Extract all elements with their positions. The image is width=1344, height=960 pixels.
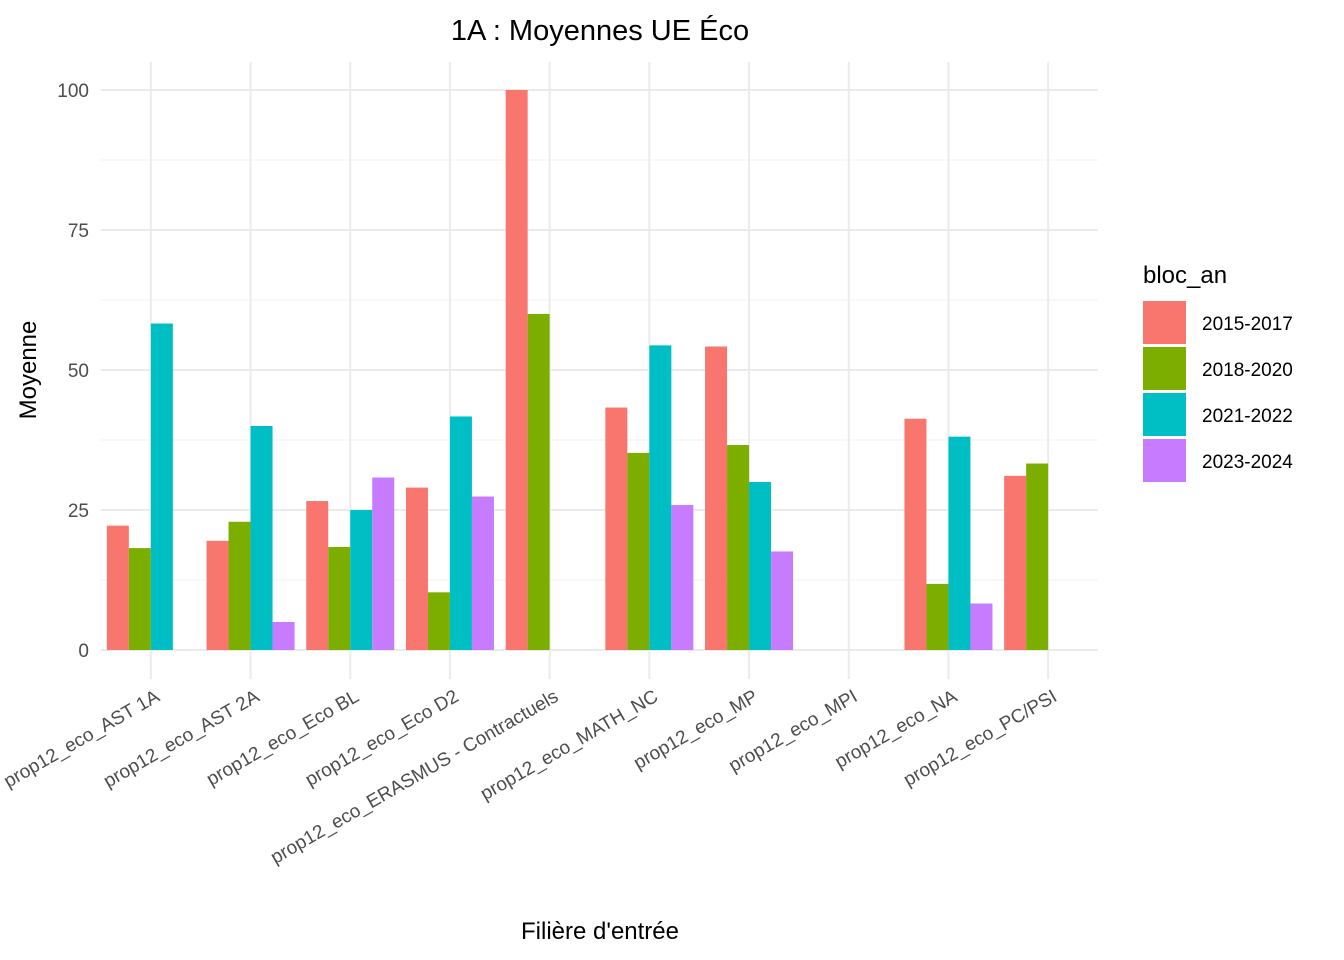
y-tick-label: 0 <box>78 641 89 662</box>
legend: bloc_an 2015-2017 2018-2020 2021-2022 2023-… <box>1143 262 1293 482</box>
chart-title: 1A : Moyennes UE Éco <box>451 14 749 47</box>
bar <box>372 477 395 650</box>
bar <box>272 622 295 650</box>
x-tick-label: prop12_eco_AST 1A <box>0 686 163 792</box>
legend-label: 2021-2022 <box>1202 406 1293 427</box>
bar <box>727 445 750 650</box>
legend-key <box>1143 301 1186 344</box>
y-tick-label: 25 <box>68 501 89 522</box>
bar <box>405 487 428 650</box>
bar <box>948 436 971 650</box>
legend-key <box>1143 439 1186 482</box>
bar <box>527 314 550 650</box>
legend-title: bloc_an <box>1143 262 1227 289</box>
bar <box>605 407 628 650</box>
bar <box>627 452 650 650</box>
bar <box>671 504 694 650</box>
legend-label: 2015-2017 <box>1202 314 1293 335</box>
y-tick-label: 50 <box>68 361 89 382</box>
y-axis-ticks: 0 25 50 75 100 <box>57 81 89 662</box>
bar <box>128 548 151 650</box>
bar <box>150 323 173 650</box>
y-axis-title: Moyenne <box>15 321 42 420</box>
legend-label: 2018-2020 <box>1202 360 1293 381</box>
y-tick-label: 75 <box>68 221 89 242</box>
bar <box>926 583 949 650</box>
bar <box>649 345 672 650</box>
bars <box>106 90 1049 650</box>
bar <box>505 90 528 650</box>
bar <box>250 426 273 650</box>
bar <box>749 482 772 650</box>
bar <box>471 496 494 650</box>
y-tick-label: 100 <box>57 81 89 102</box>
bar <box>328 546 351 650</box>
bar <box>705 346 728 650</box>
bar <box>1004 475 1027 650</box>
legend-key <box>1143 393 1186 436</box>
x-axis-title: Filière d'entrée <box>521 918 679 945</box>
bar <box>106 525 129 650</box>
bar <box>306 501 329 650</box>
bar <box>449 416 472 650</box>
legend-key <box>1143 347 1186 390</box>
bar <box>206 540 229 650</box>
legend-label: 2023-2024 <box>1202 452 1293 473</box>
bar <box>350 510 373 650</box>
x-tick-label: prop12_eco_MATH_NC <box>477 686 662 805</box>
bar <box>904 418 927 650</box>
bar <box>228 521 251 650</box>
bar <box>970 603 993 650</box>
bar <box>771 551 794 650</box>
bar <box>1026 463 1049 650</box>
bar <box>427 592 450 650</box>
